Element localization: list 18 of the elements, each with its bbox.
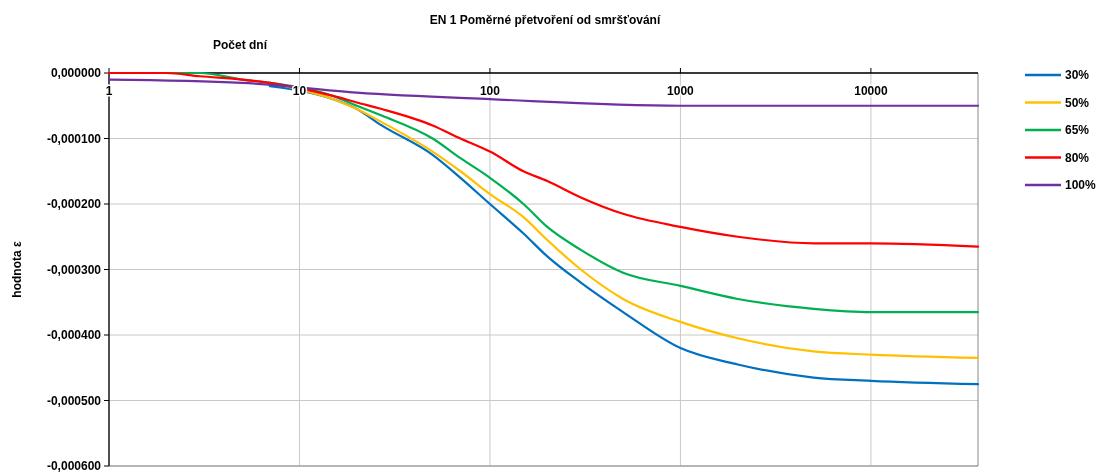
y-tick-label: -0,000600 — [46, 459, 102, 473]
legend-label: 80% — [1065, 150, 1090, 165]
legend-label: 65% — [1065, 123, 1090, 137]
x-axis-title: Počet dní — [212, 38, 268, 52]
y-tick-label: -0,000100 — [46, 131, 102, 146]
x-tick-label: 10000 — [854, 84, 888, 98]
legend-label: 100% — [1065, 178, 1097, 192]
y-tick-label: -0,000500 — [46, 393, 102, 408]
legend-label: 50% — [1065, 95, 1090, 110]
x-tick-label: 1000 — [667, 84, 695, 98]
y-tick-label: -0,000200 — [46, 197, 102, 211]
chart-title: EN 1 Poměrné přetvoření od smršťování — [429, 13, 661, 27]
y-tick-label: -0,000300 — [46, 262, 102, 277]
y-axis-title: hodnota ε — [10, 241, 24, 298]
y-tick-label: -0,000400 — [46, 328, 102, 342]
x-tick-label: 100 — [479, 84, 501, 98]
legend-label: 30% — [1065, 68, 1090, 82]
y-tick-label: 0,000000 — [50, 66, 102, 80]
